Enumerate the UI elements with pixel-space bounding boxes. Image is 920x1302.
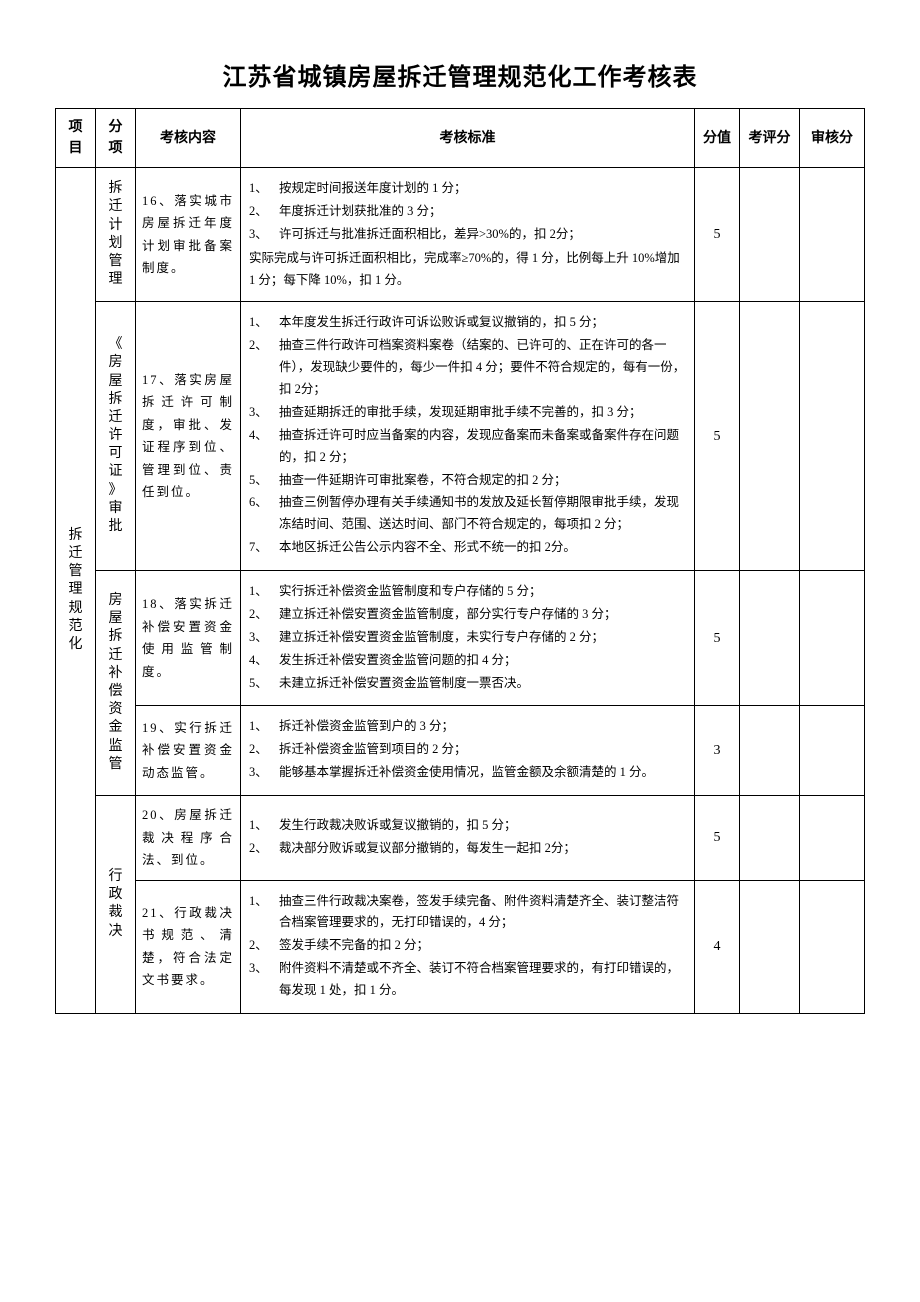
standard-cell: 1、拆迁补偿资金监管到户的 3 分；2、拆迁补偿资金监管到项目的 2 分；3、能… <box>241 706 695 796</box>
content-cell: 20、房屋拆迁裁决程序合法、到位。 <box>136 796 241 881</box>
content-cell: 19、实行拆迁补偿安置资金动态监管。 <box>136 706 241 796</box>
score-cell: 5 <box>695 796 740 881</box>
header-standard: 考核标准 <box>241 109 695 168</box>
table-row: 拆迁管理规范化拆迁计划管理16、落实城市房屋拆迁年度计划审批备案制度。1、按规定… <box>56 168 865 302</box>
table-row: 行政裁决20、房屋拆迁裁决程序合法、到位。1、发生行政裁决败诉或复议撤销的，扣 … <box>56 796 865 881</box>
subcat-cell: 拆迁计划管理 <box>96 168 136 302</box>
audit-cell <box>800 706 865 796</box>
table-row: 21、行政裁决书规范、清楚，符合法定文书要求。1、抽查三件行政裁决案卷，签发手续… <box>56 880 865 1013</box>
content-cell: 21、行政裁决书规范、清楚，符合法定文书要求。 <box>136 880 241 1013</box>
audit-cell <box>800 796 865 881</box>
audit-cell <box>800 302 865 571</box>
table-body: 拆迁管理规范化拆迁计划管理16、落实城市房屋拆迁年度计划审批备案制度。1、按规定… <box>56 168 865 1014</box>
standard-cell: 1、发生行政裁决败诉或复议撤销的，扣 5 分；2、裁决部分败诉或复议部分撤销的，… <box>241 796 695 881</box>
content-cell: 18、落实拆迁补偿安置资金使用监管制度。 <box>136 571 241 706</box>
header-content: 考核内容 <box>136 109 241 168</box>
eval-cell <box>740 706 800 796</box>
eval-cell <box>740 571 800 706</box>
page-title: 江苏省城镇房屋拆迁管理规范化工作考核表 <box>55 60 865 96</box>
standard-cell: 1、本年度发生拆迁行政许可诉讼败诉或复议撤销的，扣 5 分；2、抽查三件行政许可… <box>241 302 695 571</box>
header-subcat: 分项 <box>96 109 136 168</box>
eval-cell <box>740 880 800 1013</box>
header-score: 分值 <box>695 109 740 168</box>
audit-cell <box>800 168 865 302</box>
score-cell: 5 <box>695 302 740 571</box>
standard-cell: 1、抽查三件行政裁决案卷，签发手续完备、附件资料清楚齐全、装订整洁符合档案管理要… <box>241 880 695 1013</box>
content-cell: 17、落实房屋拆迁许可制度，审批、发证程序到位、管理到位、责任到位。 <box>136 302 241 571</box>
audit-cell <box>800 880 865 1013</box>
subcat-cell: 行政裁决 <box>96 796 136 1014</box>
header-project: 项目 <box>56 109 96 168</box>
header-audit: 审核分 <box>800 109 865 168</box>
table-header-row: 项目 分项 考核内容 考核标准 分值 考评分 审核分 <box>56 109 865 168</box>
score-cell: 5 <box>695 571 740 706</box>
eval-cell <box>740 302 800 571</box>
eval-cell <box>740 168 800 302</box>
table-row: 房屋拆迁补偿资金监管18、落实拆迁补偿安置资金使用监管制度。1、实行拆迁补偿资金… <box>56 571 865 706</box>
standard-cell: 1、实行拆迁补偿资金监管制度和专户存储的 5 分；2、建立拆迁补偿安置资金监管制… <box>241 571 695 706</box>
audit-cell <box>800 571 865 706</box>
content-cell: 16、落实城市房屋拆迁年度计划审批备案制度。 <box>136 168 241 302</box>
score-cell: 3 <box>695 706 740 796</box>
subcat-cell: 房屋拆迁补偿资金监管 <box>96 571 136 796</box>
project-cell: 拆迁管理规范化 <box>56 168 96 1014</box>
table-row: 19、实行拆迁补偿安置资金动态监管。1、拆迁补偿资金监管到户的 3 分；2、拆迁… <box>56 706 865 796</box>
score-cell: 5 <box>695 168 740 302</box>
score-cell: 4 <box>695 880 740 1013</box>
header-eval: 考评分 <box>740 109 800 168</box>
assessment-table: 项目 分项 考核内容 考核标准 分值 考评分 审核分 拆迁管理规范化拆迁计划管理… <box>55 108 865 1014</box>
eval-cell <box>740 796 800 881</box>
subcat-cell: 《房屋拆迁许可证》审批 <box>96 302 136 571</box>
table-row: 《房屋拆迁许可证》审批17、落实房屋拆迁许可制度，审批、发证程序到位、管理到位、… <box>56 302 865 571</box>
standard-cell: 1、按规定时间报送年度计划的 1 分；2、年度拆迁计划获批准的 3 分；3、许可… <box>241 168 695 302</box>
